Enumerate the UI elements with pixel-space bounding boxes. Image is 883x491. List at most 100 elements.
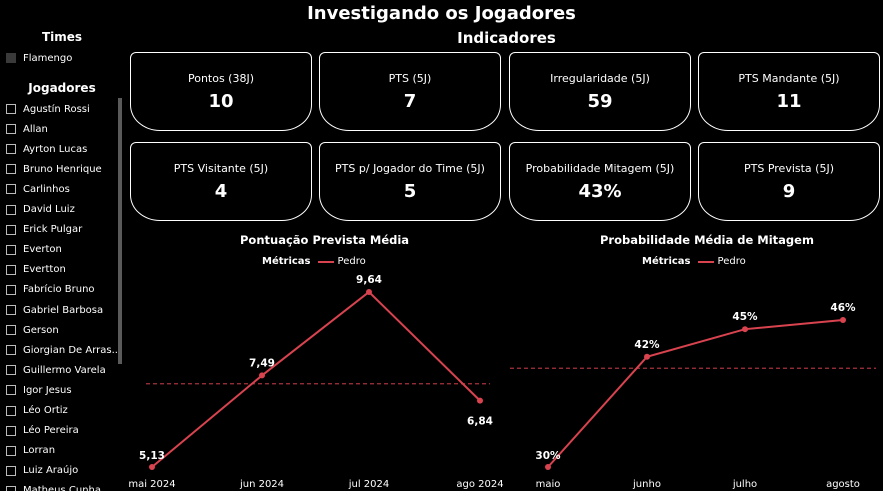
slicer-item-label: Agustín Rossi	[23, 103, 90, 115]
kpi-card-label: PTS (5J)	[388, 72, 432, 85]
checkbox[interactable]	[6, 224, 16, 235]
slicer-item[interactable]: Léo Pereira	[6, 423, 79, 439]
x-tick-label: agosto	[826, 479, 860, 490]
players-slicer-scrollbar[interactable]	[118, 98, 122, 364]
chart-legend-pontuacao[interactable]: Métricas Pedro	[262, 256, 366, 267]
kpi-card: PTS Prevista (5J) 9	[698, 142, 880, 221]
data-point	[545, 464, 551, 470]
data-point	[840, 317, 846, 323]
slicer-item-label: Erick Pulgar	[23, 224, 83, 236]
slicer-item[interactable]: Everton	[6, 242, 62, 258]
slicer-item[interactable]: Luiz Araújo	[6, 463, 78, 479]
checkbox[interactable]	[6, 365, 16, 376]
legend-series-name: Pedro	[337, 256, 366, 267]
slicer-item[interactable]: Fabrício Bruno	[6, 282, 95, 298]
kpi-card-value: 10	[208, 91, 234, 112]
kpi-card-value: 43%	[578, 181, 622, 202]
slicer-item[interactable]: Igor Jesus	[6, 382, 72, 398]
checkbox[interactable]	[6, 445, 16, 456]
slicer-item-label: Gabriel Barbosa	[23, 304, 104, 316]
slicer-item-label: Guillermo Varela	[23, 364, 106, 376]
slicer-item-label: Léo Pereira	[23, 425, 79, 437]
checkbox[interactable]	[6, 385, 16, 396]
chart-legend-mitagem[interactable]: Métricas Pedro	[642, 256, 746, 267]
kpi-card-label: PTS Prevista (5J)	[744, 162, 834, 175]
checkbox[interactable]	[6, 405, 16, 416]
checkbox[interactable]	[6, 53, 16, 63]
slicer-item-label: Fabrício Bruno	[23, 284, 95, 296]
slicer-item[interactable]: Flamengo	[6, 50, 72, 66]
slicer-item[interactable]: Erick Pulgar	[6, 222, 82, 238]
checkbox[interactable]	[6, 184, 16, 195]
checkbox[interactable]	[6, 244, 16, 255]
data-label: 30%	[535, 450, 561, 462]
data-label: 42%	[634, 339, 660, 351]
kpi-card: PTS p/ Jogador do Time (5J) 5	[319, 142, 501, 221]
x-tick-label: jun 2024	[239, 479, 284, 490]
checkbox[interactable]	[6, 325, 16, 336]
slicer-item[interactable]: Evertton	[6, 262, 66, 278]
slicer-item[interactable]: Léo Ortiz	[6, 403, 68, 419]
kpi-card: PTS Mandante (5J) 11	[698, 52, 880, 131]
slicer-item-label: Matheus Cunha	[23, 485, 102, 491]
slicer-item-label: Luiz Araújo	[23, 465, 79, 477]
x-tick-label: junho	[632, 479, 661, 490]
slicer-item[interactable]: Bruno Henrique	[6, 161, 102, 177]
slicer-item[interactable]: Lorran	[6, 443, 55, 459]
checkbox[interactable]	[6, 264, 16, 275]
data-point	[477, 397, 483, 404]
kpi-card-value: 4	[214, 181, 228, 202]
checkbox[interactable]	[6, 305, 16, 315]
slicer-item[interactable]: Gerson	[6, 322, 59, 338]
series-line-pedro	[151, 290, 481, 468]
kpi-card-value: 59	[587, 91, 613, 112]
data-point	[259, 372, 265, 379]
kpi-card: Pontos (38J) 10	[130, 52, 312, 131]
kpi-card: Probabilidade Mitagem (5J) 43%	[509, 142, 691, 221]
checkbox[interactable]	[6, 465, 16, 476]
data-label: 9,64	[356, 274, 382, 286]
kpi-card: Irregularidade (5J) 59	[509, 52, 691, 131]
chart-title-pontuacao: Pontuação Prevista Média	[240, 233, 410, 247]
slicer-item[interactable]: Agustín Rossi	[6, 101, 90, 117]
legend-title: Métricas	[262, 256, 311, 267]
slicer-item[interactable]: David Luiz	[6, 202, 75, 218]
slicer-item[interactable]: Carlinhos	[6, 181, 70, 197]
checkbox[interactable]	[6, 284, 16, 295]
legend-line-swatch	[317, 260, 334, 263]
checkbox[interactable]	[6, 104, 16, 114]
slicer-item[interactable]: Allan	[6, 121, 48, 137]
slicer-item[interactable]: Gabriel Barbosa	[6, 302, 103, 318]
kpi-card-value: 9	[782, 181, 796, 202]
checkbox[interactable]	[6, 345, 16, 356]
kpi-card-label: Irregularidade (5J)	[550, 72, 650, 85]
kpi-card: PTS (5J) 7	[319, 52, 501, 131]
kpi-card-value: 7	[403, 91, 417, 112]
checkbox[interactable]	[6, 485, 16, 491]
data-point	[366, 289, 372, 295]
checkbox[interactable]	[6, 204, 16, 215]
slicer-item[interactable]: Matheus Cunha	[6, 483, 101, 491]
checkbox[interactable]	[6, 144, 16, 155]
chart-title-mitagem: Probabilidade Média de Mitagem	[600, 233, 814, 247]
legend-title: Métricas	[642, 256, 691, 267]
slicer-item-label: Everton	[23, 244, 62, 256]
data-label: 6,84	[467, 416, 493, 428]
checkbox[interactable]	[6, 124, 16, 135]
slicer-item-label: Lorran	[23, 445, 56, 457]
kpi-card-value: 5	[403, 181, 417, 202]
series-line-pedro	[547, 319, 844, 468]
data-label: 46%	[830, 302, 856, 314]
section-title: Indicadores	[457, 29, 556, 47]
slicer-item-label: Carlinhos	[23, 183, 70, 195]
checkbox[interactable]	[6, 164, 16, 175]
slicer-item-label: Ayrton Lucas	[23, 143, 88, 155]
kpi-card-label: PTS Visitante (5J)	[173, 162, 269, 175]
report-title: Investigando os Jogadores	[307, 3, 576, 24]
slicer-item[interactable]: Guillermo Varela	[6, 362, 106, 378]
checkbox[interactable]	[6, 425, 16, 436]
slicer-item[interactable]: Ayrton Lucas	[6, 141, 87, 157]
slicer-item-label: Flamengo	[23, 52, 73, 64]
legend-line-swatch	[697, 260, 714, 263]
slicer-item[interactable]: Giorgian De Arras...	[6, 342, 121, 358]
